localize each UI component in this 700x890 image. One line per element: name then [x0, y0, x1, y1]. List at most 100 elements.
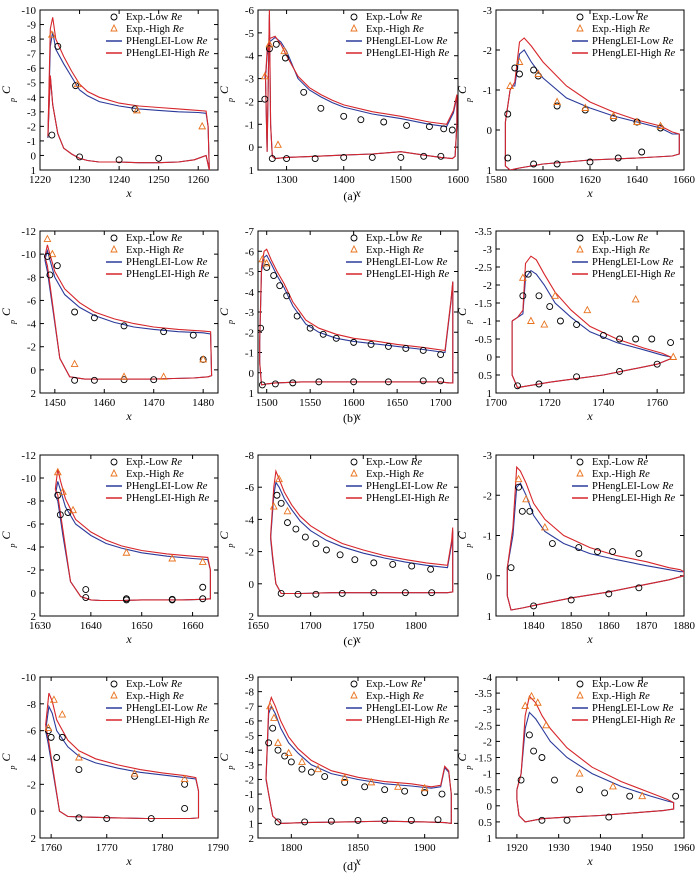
x-tick-label: 1750 — [352, 620, 375, 632]
data-point — [76, 153, 84, 161]
data-point — [258, 254, 267, 263]
data-point — [90, 314, 98, 322]
legend-swatch-marker — [576, 23, 584, 32]
y-tick-label: -10 — [21, 5, 36, 17]
data-point — [518, 507, 526, 515]
y-axis-label-subscript: p — [226, 320, 235, 325]
data-point — [54, 491, 62, 499]
data-point — [402, 345, 410, 352]
legend-text: PHengLEI-High — [592, 715, 664, 726]
data-point — [394, 782, 402, 790]
legend-text-italic: Re — [435, 481, 447, 492]
data-point — [656, 121, 665, 129]
legend-text-italic: Re — [172, 691, 184, 702]
plot-frame — [495, 9, 685, 171]
y-tick-label: -3 — [245, 74, 255, 86]
legend-text: Exp.-High — [126, 24, 173, 35]
x-axis-label: x — [125, 409, 132, 423]
legend-entry: PHengLEI-High Re — [592, 269, 675, 280]
plot-frame — [257, 9, 459, 171]
y-tick-label: -1 — [245, 348, 254, 360]
data-point — [53, 754, 61, 761]
row-label: (a) — [343, 189, 356, 203]
series-line — [47, 17, 210, 170]
data-point — [437, 152, 445, 160]
legend-swatch-marker — [350, 468, 358, 477]
y-tick-label: -4 — [245, 514, 255, 526]
chart-panel: 1800 1850 1900 -9 -8 -7 -6 -5 -4 -3 -2 -1 0 1 2 x Cp Exp.… — [217, 672, 459, 868]
y-tick-label: -9 — [27, 20, 37, 32]
data-point — [609, 782, 617, 790]
legend-text: PHengLEI-Low — [126, 257, 196, 268]
x-tick-label: 1470 — [143, 397, 166, 409]
legend-entry: PHengLEI-High Re — [126, 48, 209, 59]
legend-swatch-marker — [350, 680, 358, 688]
legend-text: PHengLEI-High — [366, 269, 438, 280]
data-point — [367, 777, 376, 786]
data-point — [518, 273, 527, 281]
legend-entry: Exp.-Low Re — [592, 457, 648, 468]
data-point — [46, 271, 54, 279]
y-tick-label: 0 — [31, 588, 37, 600]
y-tick-label: 1 — [487, 833, 493, 845]
y-tick-label: 0 — [31, 806, 37, 818]
x-tick-label: 1770 — [96, 842, 119, 854]
y-tick-label: -8 — [27, 272, 37, 284]
y-tick-label: 0 — [249, 579, 255, 591]
data-point — [638, 791, 647, 800]
data-point — [538, 816, 546, 824]
data-point — [594, 548, 601, 556]
y-tick-label: -4 — [27, 92, 37, 104]
data-point — [526, 316, 535, 324]
legend-text-italic: Re — [663, 493, 675, 504]
x-tick-label: 1450 — [44, 397, 67, 409]
data-point — [440, 125, 448, 133]
data-point — [515, 483, 523, 491]
data-point — [575, 769, 584, 777]
data-point — [576, 786, 584, 794]
legend-entry: Exp.-Low Re — [126, 457, 182, 468]
y-tick-label: -2 — [245, 96, 254, 108]
plot-frame — [39, 230, 219, 394]
plot-area — [506, 465, 684, 611]
data-point — [551, 776, 558, 784]
legend-entry: Exp.-High Re — [592, 469, 650, 480]
data-point — [271, 380, 279, 388]
plot-frame — [495, 230, 685, 394]
y-tick-label: -4 — [245, 287, 255, 299]
x-tick-label: 1600 — [532, 174, 555, 186]
data-point — [48, 249, 57, 258]
y-axis-label: C — [0, 307, 13, 316]
x-tick-label: 1650 — [247, 620, 270, 632]
legend-entry: PHengLEI-Low Re — [592, 481, 674, 492]
legend-text: Exp.-High — [126, 469, 173, 480]
legend-text: Exp.-Low — [126, 679, 171, 690]
data-point — [263, 264, 271, 271]
y-axis-label-subscript: p — [8, 766, 17, 771]
chart-panel: 1760 1770 1780 1790 -10 -8 -6 -4 -2 0 2 x Cp Exp.-Low… — [0, 672, 230, 868]
data-point — [534, 69, 543, 77]
data-point — [336, 551, 344, 559]
data-point — [361, 783, 369, 791]
x-tick-label: 1740 — [592, 397, 615, 409]
data-point — [258, 381, 266, 389]
legend-text: Exp.-Low — [366, 457, 411, 468]
legend-text-italic: Re — [170, 233, 182, 244]
legend-text-italic: Re — [437, 48, 449, 59]
data-point — [609, 548, 617, 556]
legend-swatch-marker — [576, 468, 584, 477]
data-point — [341, 778, 349, 786]
y-tick-label: -2.5 — [475, 262, 493, 274]
legend-text-italic: Re — [437, 493, 449, 504]
legend-text-italic: Re — [172, 245, 184, 256]
data-point — [90, 376, 98, 384]
data-point — [198, 557, 207, 565]
legend-text: PHengLEI-High — [592, 48, 664, 59]
series-line — [264, 10, 458, 160]
data-point — [274, 818, 282, 826]
data-point — [150, 376, 158, 384]
legend-text: Exp.-Low — [126, 457, 171, 468]
y-tick-label: -3 — [27, 107, 37, 119]
legend-text: Exp.-Low — [592, 679, 637, 690]
legend-entry: Exp.-Low Re — [366, 12, 422, 23]
